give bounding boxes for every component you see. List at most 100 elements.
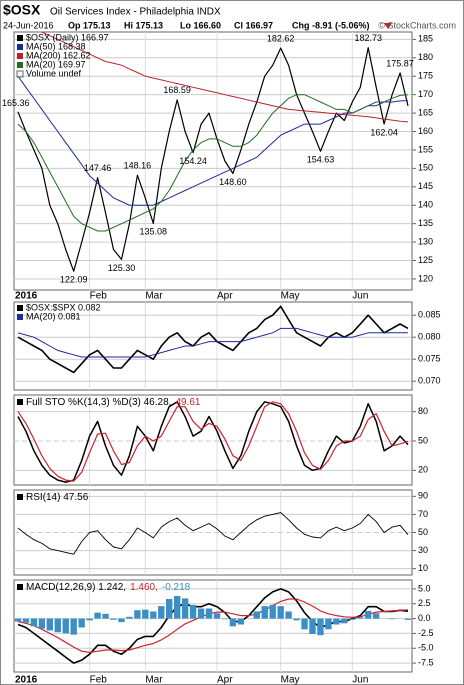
histogram-bar — [341, 618, 348, 624]
legend-swatch — [17, 584, 23, 590]
y-tick-label: 175 — [418, 71, 433, 81]
x-tick-label: Mar — [145, 291, 163, 302]
legend-entry: MA(200) 162.62 — [26, 50, 91, 60]
series-line — [40, 32, 409, 123]
panel-frame — [13, 301, 413, 391]
legend-swatch — [17, 399, 23, 405]
histogram-bar — [102, 613, 109, 619]
histogram-bar — [142, 609, 149, 619]
value-label: 182.73 — [354, 33, 382, 43]
histogram-bar — [357, 617, 364, 619]
histogram-bar — [269, 604, 276, 619]
y-tick-label: 80 — [418, 406, 428, 416]
y-tick-label: 0.0 — [418, 613, 431, 623]
y-tick-label: 170 — [418, 89, 433, 99]
value-label: 154.24 — [179, 156, 207, 166]
histogram-bar — [325, 618, 332, 630]
value-label: 122.09 — [60, 275, 88, 285]
series-line — [17, 598, 409, 653]
legend-swatch — [16, 70, 24, 78]
y-tick-label: -5.0 — [418, 643, 434, 653]
histogram-bar — [166, 598, 173, 619]
histogram-bar — [388, 618, 396, 620]
histogram-bar — [285, 611, 292, 619]
watermark: © StockCharts.com — [378, 20, 456, 30]
histogram-bar — [372, 613, 380, 619]
y-tick-label: 125 — [418, 255, 433, 265]
y-tick-label: -7.5 — [418, 657, 434, 667]
series-group — [17, 305, 409, 374]
histogram-bar — [277, 606, 284, 619]
histogram-bar — [126, 616, 133, 619]
histogram-bar — [189, 604, 197, 619]
y-tick-label: 0.085 — [418, 310, 441, 320]
histogram-bar — [229, 618, 237, 627]
y-tick-label: 145 — [418, 181, 433, 191]
legend-entry: RSI(14) 47.56 — [26, 492, 89, 503]
series-group — [17, 512, 409, 555]
legend-swatch — [17, 305, 23, 311]
close: Cl 166.97 — [234, 20, 273, 30]
legend-entry: 1.460, — [130, 582, 158, 593]
x-tick-label: Feb — [90, 675, 108, 685]
histogram-bar — [46, 618, 54, 631]
x-tick-label: Jun — [352, 291, 368, 302]
series-line — [17, 94, 409, 232]
histogram-bar — [38, 618, 46, 629]
y-tick-label: 50 — [418, 435, 428, 445]
histogram-bar — [14, 618, 22, 622]
legend-entry: MA(20) 169.97 — [26, 59, 86, 69]
series-line — [17, 47, 409, 272]
histogram-bar — [205, 608, 213, 619]
y-tick-label: 70 — [418, 509, 428, 519]
x-tick-label: 2016 — [15, 291, 38, 302]
histogram-bar — [70, 618, 77, 635]
histogram-bar — [197, 608, 205, 619]
y-tick-label: 30 — [418, 545, 428, 555]
value-label: 162.04 — [370, 127, 398, 137]
legend-swatch — [17, 53, 23, 59]
y-tick-label: 165 — [418, 107, 433, 117]
histogram-bar — [134, 610, 141, 619]
value-label: 165.36 — [2, 98, 30, 108]
histogram-bar — [301, 618, 308, 630]
histogram-bar — [221, 618, 229, 620]
y-tick-label: 0.070 — [418, 376, 441, 386]
low: Lo 166.60 — [180, 20, 221, 30]
y-tick-label: 180 — [418, 52, 433, 62]
x-tick-label: Feb — [90, 291, 108, 302]
series-group — [14, 588, 412, 664]
y-tick-label: 0.075 — [418, 354, 441, 364]
histogram-bar — [404, 618, 412, 620]
date: 24-Jun-2016 — [3, 20, 54, 30]
legend: MACD(12,26,9) 1.242, 1.460, -0.218 — [26, 582, 191, 593]
y-tick-label: 160 — [418, 126, 433, 136]
legend-entry: MA(20) 0.081 — [26, 311, 81, 321]
y-tick-label: 130 — [418, 236, 433, 246]
y-tick-label: 50 — [418, 527, 428, 537]
legend-swatch — [17, 62, 23, 68]
histogram-bar — [94, 612, 101, 619]
value-label: 182.62 — [267, 34, 295, 44]
y-tick-label: 20 — [418, 465, 428, 475]
histogram-bar — [78, 618, 85, 628]
value-label: 168.59 — [163, 85, 191, 95]
histogram-bar — [62, 618, 69, 634]
histogram-bar — [261, 606, 268, 619]
histogram-bar — [293, 618, 300, 621]
y-tick-label: 0.080 — [418, 332, 441, 342]
histogram-bar — [253, 611, 260, 619]
histogram-bar — [309, 618, 316, 635]
open: Op 175.13 — [68, 20, 111, 30]
change: Chg -8.91 (-5.06%) — [292, 20, 370, 30]
series-group — [17, 32, 409, 272]
x-tick-label: Apr — [217, 291, 233, 302]
value-label: 154.63 — [307, 155, 335, 165]
histogram-bar — [22, 618, 30, 623]
series-line — [17, 512, 409, 555]
y-tick-label: 185 — [418, 34, 433, 44]
histogram-bar — [365, 610, 372, 619]
y-tick-label: 120 — [418, 273, 433, 283]
high: Hi 175.13 — [124, 20, 163, 30]
